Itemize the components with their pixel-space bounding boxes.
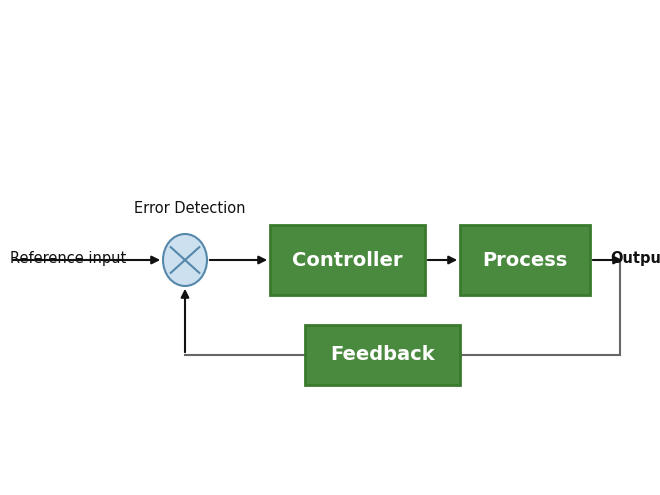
FancyBboxPatch shape [270, 225, 425, 295]
Text: Feedback: Feedback [330, 346, 435, 364]
Text: Reference input: Reference input [10, 250, 126, 265]
Text: Process: Process [482, 250, 568, 269]
Ellipse shape [163, 234, 207, 286]
FancyBboxPatch shape [460, 225, 590, 295]
Text: Output: Output [610, 250, 660, 265]
Text: Controller: Controller [292, 250, 403, 269]
Text: Error Detection: Error Detection [134, 201, 246, 216]
FancyBboxPatch shape [305, 325, 460, 385]
